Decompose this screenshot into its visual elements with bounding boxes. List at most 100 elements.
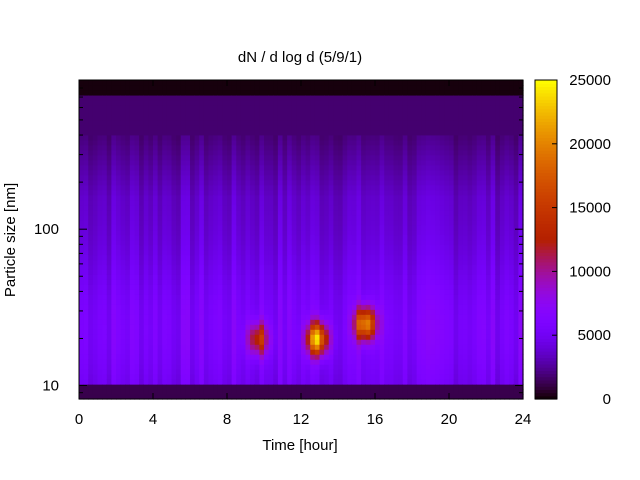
heatmap-cell xyxy=(310,80,316,86)
heatmap-cell xyxy=(305,229,311,236)
heatmap-cell xyxy=(153,194,159,201)
heatmap-cell xyxy=(111,134,117,141)
heatmap-cell xyxy=(79,314,85,320)
heatmap-cell xyxy=(217,89,223,96)
heatmap-cell xyxy=(203,299,210,305)
heatmap-cell xyxy=(430,214,436,221)
heatmap-cell xyxy=(398,189,404,196)
heatmap-cell xyxy=(125,89,131,96)
heatmap-cell xyxy=(291,274,297,280)
heatmap-cell xyxy=(208,339,214,345)
heatmap-cell xyxy=(282,269,288,275)
heatmap-cell xyxy=(250,149,256,156)
heatmap-cell xyxy=(324,294,330,300)
heatmap-cell xyxy=(139,89,145,96)
heatmap-cell xyxy=(425,184,432,191)
heatmap-cell xyxy=(245,214,251,221)
heatmap-cell xyxy=(129,394,136,400)
heatmap-cell xyxy=(310,154,316,161)
heatmap-cell xyxy=(190,84,196,91)
heatmap-cell xyxy=(222,349,228,355)
heatmap-cell xyxy=(190,284,196,290)
heatmap-cell xyxy=(379,259,385,266)
heatmap-cell xyxy=(421,334,427,340)
heatmap-cell xyxy=(277,244,284,251)
heatmap-cell xyxy=(176,319,182,325)
heatmap-cell xyxy=(185,134,191,141)
heatmap-cell xyxy=(240,259,247,266)
heatmap-cell xyxy=(213,384,219,390)
heatmap-cell xyxy=(236,119,242,126)
heatmap-cell xyxy=(79,174,85,181)
heatmap-cell xyxy=(264,304,270,310)
heatmap-cell xyxy=(203,279,210,285)
heatmap-cell xyxy=(194,169,200,176)
heatmap-cell xyxy=(296,124,302,131)
heatmap-cell xyxy=(231,124,237,131)
heatmap-cell xyxy=(120,384,126,390)
heatmap-cell xyxy=(379,264,385,270)
heatmap-cell xyxy=(296,274,302,280)
heatmap-cell xyxy=(310,164,316,171)
heatmap-cell xyxy=(314,234,321,241)
heatmap-cell xyxy=(425,324,432,330)
heatmap-cell xyxy=(421,80,427,86)
heatmap-cell xyxy=(379,214,385,221)
heatmap-cell xyxy=(305,179,311,186)
heatmap-cell xyxy=(347,319,353,325)
heatmap-cell xyxy=(412,144,418,151)
heatmap-cell xyxy=(120,334,126,340)
heatmap-cell xyxy=(208,179,214,186)
heatmap-cell xyxy=(217,214,223,221)
heatmap-cell xyxy=(416,144,422,151)
heatmap-cell xyxy=(421,354,427,360)
heatmap-cell xyxy=(259,149,265,156)
heatmap-cell xyxy=(333,84,339,91)
heatmap-cell xyxy=(120,224,126,231)
heatmap-cell xyxy=(240,144,247,151)
heatmap-cell xyxy=(245,294,251,300)
heatmap-cell xyxy=(213,274,219,280)
heatmap-cell xyxy=(407,189,413,196)
heatmap-cell xyxy=(398,80,404,86)
heatmap-cell xyxy=(291,99,297,106)
heatmap-cell xyxy=(314,329,321,335)
heatmap-cell xyxy=(185,259,191,266)
heatmap-cell xyxy=(291,114,297,121)
heatmap-cell xyxy=(393,214,399,221)
heatmap-cell xyxy=(153,304,159,310)
heatmap-cell xyxy=(259,154,265,161)
heatmap-cell xyxy=(139,179,145,186)
heatmap-cell xyxy=(314,189,321,196)
heatmap-cell xyxy=(240,199,247,206)
heatmap-cell xyxy=(435,334,441,340)
heatmap-cell xyxy=(361,264,367,270)
heatmap-cell xyxy=(245,119,251,126)
heatmap-cell xyxy=(171,274,177,280)
heatmap-cell xyxy=(120,269,126,275)
heatmap-cell xyxy=(231,139,237,146)
heatmap-cell xyxy=(236,114,242,121)
heatmap-cell xyxy=(240,329,247,335)
heatmap-cell xyxy=(139,114,145,121)
heatmap-cell xyxy=(153,224,159,231)
heatmap-cell xyxy=(356,144,362,151)
heatmap-cell xyxy=(416,124,422,131)
heatmap-cell xyxy=(361,89,367,96)
heatmap-cell xyxy=(398,324,404,330)
heatmap-cell xyxy=(231,214,237,221)
heatmap-cell xyxy=(379,209,385,216)
heatmap-cell xyxy=(416,239,422,246)
heatmap-cell xyxy=(425,264,432,270)
heatmap-cell xyxy=(180,264,186,270)
heatmap-cell xyxy=(407,269,413,275)
heatmap-cell xyxy=(435,184,441,191)
heatmap-cell xyxy=(143,384,149,390)
heatmap-cell xyxy=(199,344,205,350)
heatmap-cell xyxy=(338,149,344,156)
heatmap-cell xyxy=(333,369,339,375)
heatmap-cell xyxy=(236,324,242,330)
heatmap-cell xyxy=(208,194,214,201)
heatmap-cell xyxy=(166,294,173,300)
heatmap-cell xyxy=(324,279,330,285)
